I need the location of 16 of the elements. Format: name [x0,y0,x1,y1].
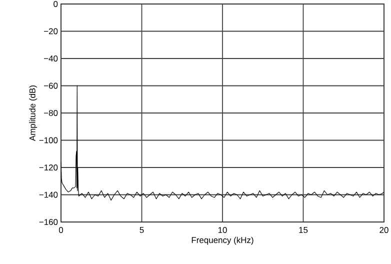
y-tick-label: −20 [44,28,58,34]
y-tick-label: −40 [44,56,58,62]
y-tick-label: −60 [44,82,58,89]
y-axis-title: Amplitude (dB) [29,86,38,141]
y-tick-label: −160 [39,219,58,225]
y-tick-label: 0 [54,1,58,7]
x-tick-label: 20 [380,227,388,234]
x-axis-title: Frequency (kHz) [192,236,254,245]
x-tick-label: 5 [140,227,144,233]
y-tick-label: −140 [39,192,58,198]
y-tick-label: −80 [44,110,58,116]
x-tick-label: 15 [299,227,308,233]
y-tick-label: −100 [39,137,58,144]
x-tick-label: 0 [58,227,64,234]
x-tick-label: 10 [218,227,227,234]
y-tick-label: −120 [39,164,58,170]
